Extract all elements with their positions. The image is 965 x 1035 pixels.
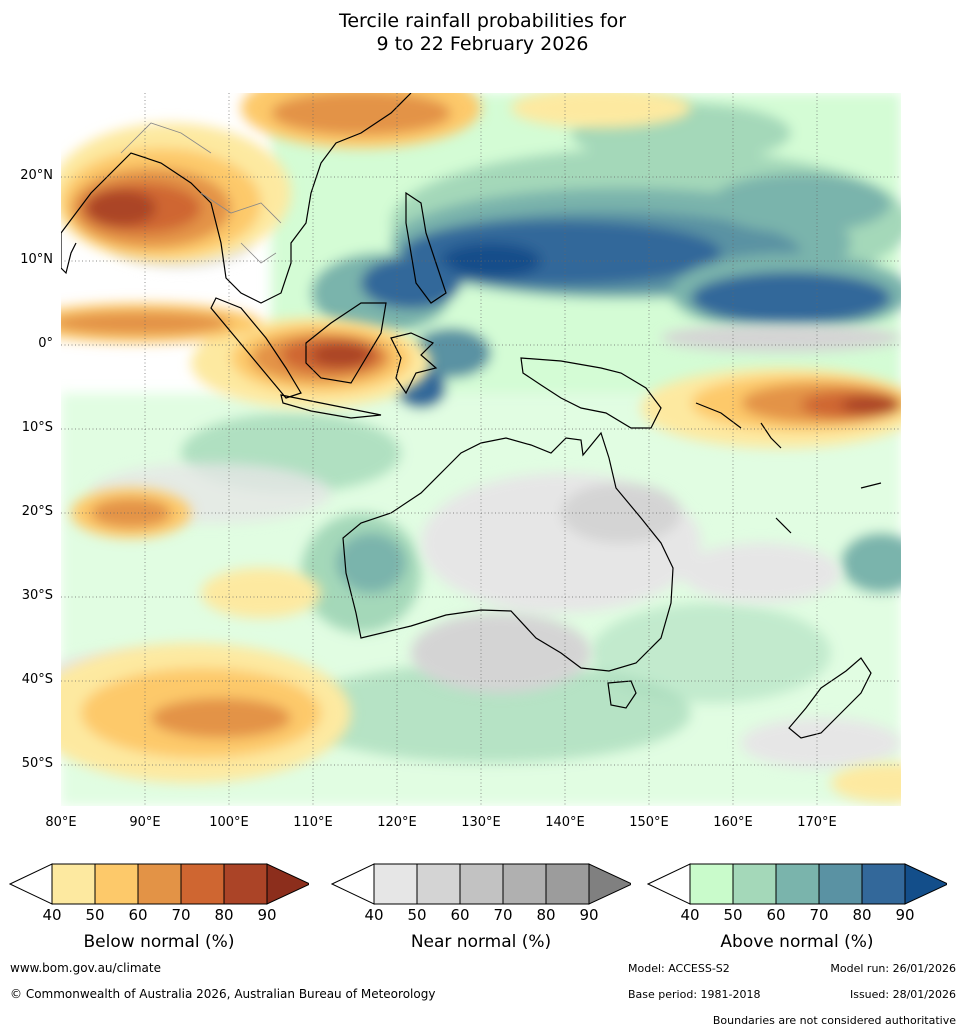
near-tick-90: 90	[579, 906, 599, 924]
title-line-1: Tercile rainfall probabilities for	[338, 10, 627, 32]
below-tick-80: 80	[214, 906, 234, 924]
above-normal-colorbar	[647, 863, 947, 905]
java-coastline	[280, 394, 382, 419]
lon-label-170e: 170°E	[797, 815, 837, 830]
above-colorbar-bin-2	[732, 863, 777, 905]
lat-label-0: 0°	[38, 336, 53, 351]
below-normal-label: Below normal (%)	[83, 932, 235, 952]
lon-label-140e: 140°E	[545, 815, 585, 830]
above-colorbar-min-extend	[647, 863, 691, 905]
new-guinea-coastline	[520, 357, 662, 429]
coastlines	[61, 93, 882, 739]
below-colorbar-bin-3	[137, 863, 182, 905]
tasmania-coastline	[607, 680, 637, 709]
near-normal-colorbar	[331, 863, 631, 905]
website-link[interactable]: www.bom.gov.au/climate	[10, 961, 161, 975]
philippines-coastline	[405, 191, 447, 304]
near-colorbar-bin-4	[502, 863, 547, 905]
lat-label-30s: 30°S	[21, 588, 53, 603]
lon-label-100e: 100°E	[209, 815, 249, 830]
model-run-date: Model run: 26/01/2026	[830, 962, 956, 975]
near-colorbar-bin-2	[416, 863, 461, 905]
lat-label-10s: 10°S	[21, 420, 53, 435]
below-colorbar-bin-1	[51, 863, 96, 905]
title-line-2: 9 to 22 February 2026	[376, 33, 589, 55]
below-colorbar-bin-2	[94, 863, 139, 905]
boundary-disclaimer: Boundaries are not considered authoritat…	[712, 1014, 956, 1027]
below-normal-colorbar	[9, 863, 309, 905]
above-colorbar-bin-3	[775, 863, 820, 905]
near-colorbar-bin-3	[459, 863, 504, 905]
above-tick-50: 50	[723, 906, 743, 924]
lat-label-20n: 20°N	[20, 168, 53, 183]
lon-label-80e: 80°E	[45, 815, 77, 830]
lat-label-50s: 50°S	[21, 756, 53, 771]
lat-label-10n: 10°N	[20, 252, 53, 267]
near-tick-80: 80	[536, 906, 556, 924]
above-normal-label: Above normal (%)	[720, 932, 874, 952]
above-tick-70: 70	[809, 906, 829, 924]
above-tick-90: 90	[895, 906, 915, 924]
rainfall-probability-map	[61, 93, 901, 806]
near-normal-label: Near normal (%)	[410, 932, 552, 952]
below-tick-90: 90	[257, 906, 277, 924]
above-tick-60: 60	[766, 906, 786, 924]
above-colorbar-bin-4	[818, 863, 863, 905]
below-colorbar-min-extend	[9, 863, 53, 905]
lon-label-160e: 160°E	[713, 815, 753, 830]
above-tick-80: 80	[852, 906, 872, 924]
below-tick-70: 70	[171, 906, 191, 924]
pacific-islands-coastline	[695, 402, 882, 534]
issued-date: Issued: 28/01/2026	[849, 988, 956, 1001]
lat-label-40s: 40°S	[21, 672, 53, 687]
copyright: © Commonwealth of Australia 2026, Austra…	[10, 987, 436, 1001]
map-title: Tercile rainfall probabilities for 9 to …	[0, 10, 965, 56]
below-tick-40: 40	[42, 906, 62, 924]
below-colorbar-max-extend	[266, 863, 309, 905]
borneo-coastline	[305, 302, 387, 384]
graticule	[61, 93, 901, 806]
near-tick-50: 50	[407, 906, 427, 924]
near-colorbar-bin-1	[373, 863, 418, 905]
mainland-asia-coastline	[61, 93, 412, 304]
near-tick-60: 60	[450, 906, 470, 924]
above-tick-40: 40	[680, 906, 700, 924]
india-coastline	[61, 233, 77, 275]
near-tick-70: 70	[493, 906, 513, 924]
below-colorbar-bin-5	[223, 863, 268, 905]
near-tick-40: 40	[364, 906, 384, 924]
lon-label-90e: 90°E	[129, 815, 161, 830]
above-colorbar-max-extend	[904, 863, 947, 905]
country-borders	[120, 122, 282, 264]
above-colorbar-bin-1	[689, 863, 734, 905]
sulawesi-coastline	[390, 332, 438, 395]
lon-label-130e: 130°E	[461, 815, 501, 830]
sumatra-coastline	[210, 297, 302, 399]
lon-label-110e: 110°E	[293, 815, 333, 830]
near-colorbar-bin-5	[545, 863, 590, 905]
map-svg	[61, 93, 901, 806]
near-colorbar-max-extend	[588, 863, 631, 905]
above-colorbar-bin-5	[861, 863, 906, 905]
base-period: Base period: 1981-2018	[628, 988, 761, 1001]
below-colorbar-bin-4	[180, 863, 225, 905]
new-zealand-coastline	[788, 657, 872, 739]
model-name: Model: ACCESS-S2	[628, 962, 730, 975]
near-colorbar-min-extend	[331, 863, 375, 905]
lon-label-120e: 120°E	[377, 815, 417, 830]
below-tick-50: 50	[85, 906, 105, 924]
below-tick-60: 60	[128, 906, 148, 924]
lat-label-20s: 20°S	[21, 504, 53, 519]
australia-coastline	[342, 431, 674, 672]
lon-label-150e: 150°E	[629, 815, 669, 830]
